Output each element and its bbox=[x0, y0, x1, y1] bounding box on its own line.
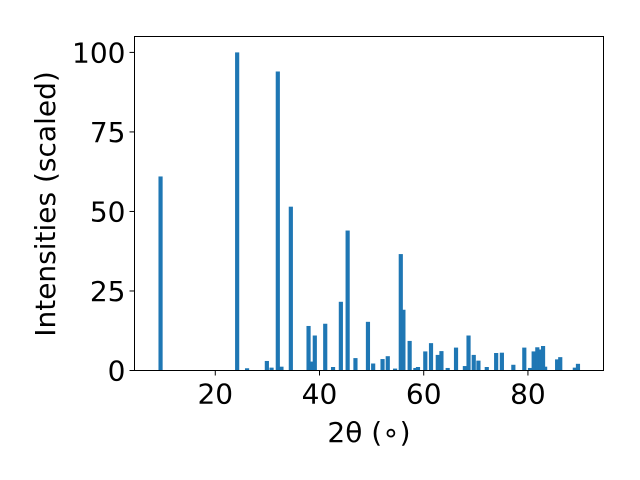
bar bbox=[244, 368, 250, 371]
x-tick-label: 80 bbox=[510, 378, 546, 411]
bar bbox=[235, 52, 240, 371]
bar bbox=[338, 301, 343, 371]
bar bbox=[423, 351, 428, 371]
y-axis-ticks: 0 25 50 75 100 bbox=[72, 36, 135, 388]
x-axis-ticks: 20 40 60 80 bbox=[197, 370, 546, 411]
bar bbox=[538, 349, 544, 371]
bar bbox=[572, 367, 577, 371]
bar bbox=[380, 359, 385, 371]
bar bbox=[288, 206, 293, 371]
bar bbox=[345, 230, 350, 371]
y-tick-label: 0 bbox=[108, 355, 126, 388]
bar bbox=[558, 357, 563, 371]
bar bbox=[415, 367, 421, 371]
bar bbox=[435, 354, 440, 371]
bar bbox=[531, 351, 536, 371]
bar bbox=[407, 340, 412, 371]
bar bbox=[413, 367, 418, 371]
bar bbox=[575, 363, 581, 371]
bar bbox=[439, 351, 444, 371]
bar bbox=[264, 360, 269, 371]
bar bbox=[453, 347, 459, 371]
bar bbox=[466, 335, 471, 371]
y-tick-label: 50 bbox=[90, 195, 126, 228]
bar bbox=[275, 71, 280, 371]
bar bbox=[392, 368, 398, 371]
bar bbox=[555, 359, 560, 371]
bar bbox=[365, 321, 371, 371]
bar bbox=[312, 335, 317, 371]
bar bbox=[330, 367, 336, 371]
bar bbox=[462, 366, 467, 371]
y-tick-label: 25 bbox=[90, 275, 126, 308]
bar bbox=[527, 367, 533, 371]
bar bbox=[543, 366, 548, 371]
bar bbox=[499, 352, 504, 371]
bar bbox=[535, 347, 540, 371]
x-tick-label: 40 bbox=[302, 378, 338, 411]
bar bbox=[371, 363, 376, 371]
bar bbox=[522, 347, 527, 371]
bar bbox=[445, 367, 450, 371]
bar bbox=[401, 309, 406, 371]
y-axis-label: Intensities (scaled) bbox=[29, 71, 62, 337]
bar bbox=[398, 254, 403, 371]
bar bbox=[158, 176, 163, 371]
bar bbox=[484, 367, 489, 371]
bar bbox=[279, 366, 284, 371]
x-tick-label: 60 bbox=[406, 378, 442, 411]
bar bbox=[269, 367, 274, 371]
bar bbox=[511, 364, 516, 371]
bar bbox=[323, 323, 328, 371]
bar-series bbox=[158, 52, 581, 371]
bar bbox=[385, 356, 390, 371]
y-tick-label: 100 bbox=[72, 36, 125, 69]
bar bbox=[309, 361, 314, 371]
y-tick-label: 75 bbox=[90, 116, 126, 149]
bar bbox=[353, 358, 358, 371]
bar bbox=[494, 353, 499, 371]
bar bbox=[471, 354, 476, 371]
plot-frame bbox=[134, 36, 604, 371]
x-tick-label: 20 bbox=[197, 378, 233, 411]
x-axis-label: 2θ (∘) bbox=[327, 416, 410, 449]
bar bbox=[428, 343, 434, 371]
bar bbox=[540, 346, 546, 371]
bar bbox=[306, 325, 311, 371]
bar bbox=[476, 360, 481, 371]
